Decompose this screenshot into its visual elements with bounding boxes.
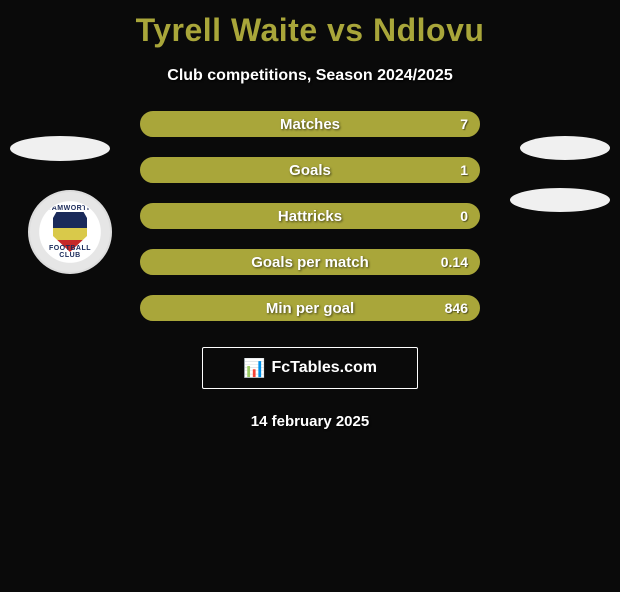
decor-ellipse-right-top [520, 136, 610, 160]
decor-ellipse-right-2 [510, 188, 610, 212]
chart-icon: 📊 [243, 359, 265, 377]
stat-row-goals: Goals 1 [140, 157, 480, 183]
stat-right-value: 846 [445, 300, 468, 316]
stat-row-hattricks: Hattricks 0 [140, 203, 480, 229]
stat-right-value: 0.14 [441, 254, 468, 270]
page-title: Tyrell Waite vs Ndlovu [0, 12, 620, 49]
stat-label: Min per goal [266, 300, 354, 317]
club-badge-tamworth: TAMWORTH FOOTBALL CLUB [28, 190, 112, 274]
stat-right-value: 7 [460, 116, 468, 132]
stat-row-min-per-goal: Min per goal 846 [140, 295, 480, 321]
club-badge-text-top: TAMWORTH [40, 205, 100, 212]
stat-right-value: 0 [460, 208, 468, 224]
subtitle: Club competitions, Season 2024/2025 [0, 67, 620, 85]
stat-label: Goals per match [251, 254, 369, 271]
club-badge-inner: TAMWORTH FOOTBALL CLUB [40, 202, 100, 262]
decor-ellipse-left-top [10, 136, 110, 161]
stat-row-goals-per-match: Goals per match 0.14 [140, 249, 480, 275]
stats-container: Matches 7 Goals 1 Hattricks 0 Goals per … [140, 111, 480, 321]
brand-box[interactable]: 📊 FcTables.com [202, 347, 418, 389]
brand-text: FcTables.com [271, 359, 377, 377]
date-label: 14 february 2025 [0, 413, 620, 430]
stat-row-matches: Matches 7 [140, 111, 480, 137]
club-badge-text-bottom: FOOTBALL CLUB [40, 245, 100, 259]
stat-label: Goals [289, 162, 331, 179]
stat-label: Matches [280, 116, 340, 133]
stat-right-value: 1 [460, 162, 468, 178]
stat-label: Hattricks [278, 208, 342, 225]
